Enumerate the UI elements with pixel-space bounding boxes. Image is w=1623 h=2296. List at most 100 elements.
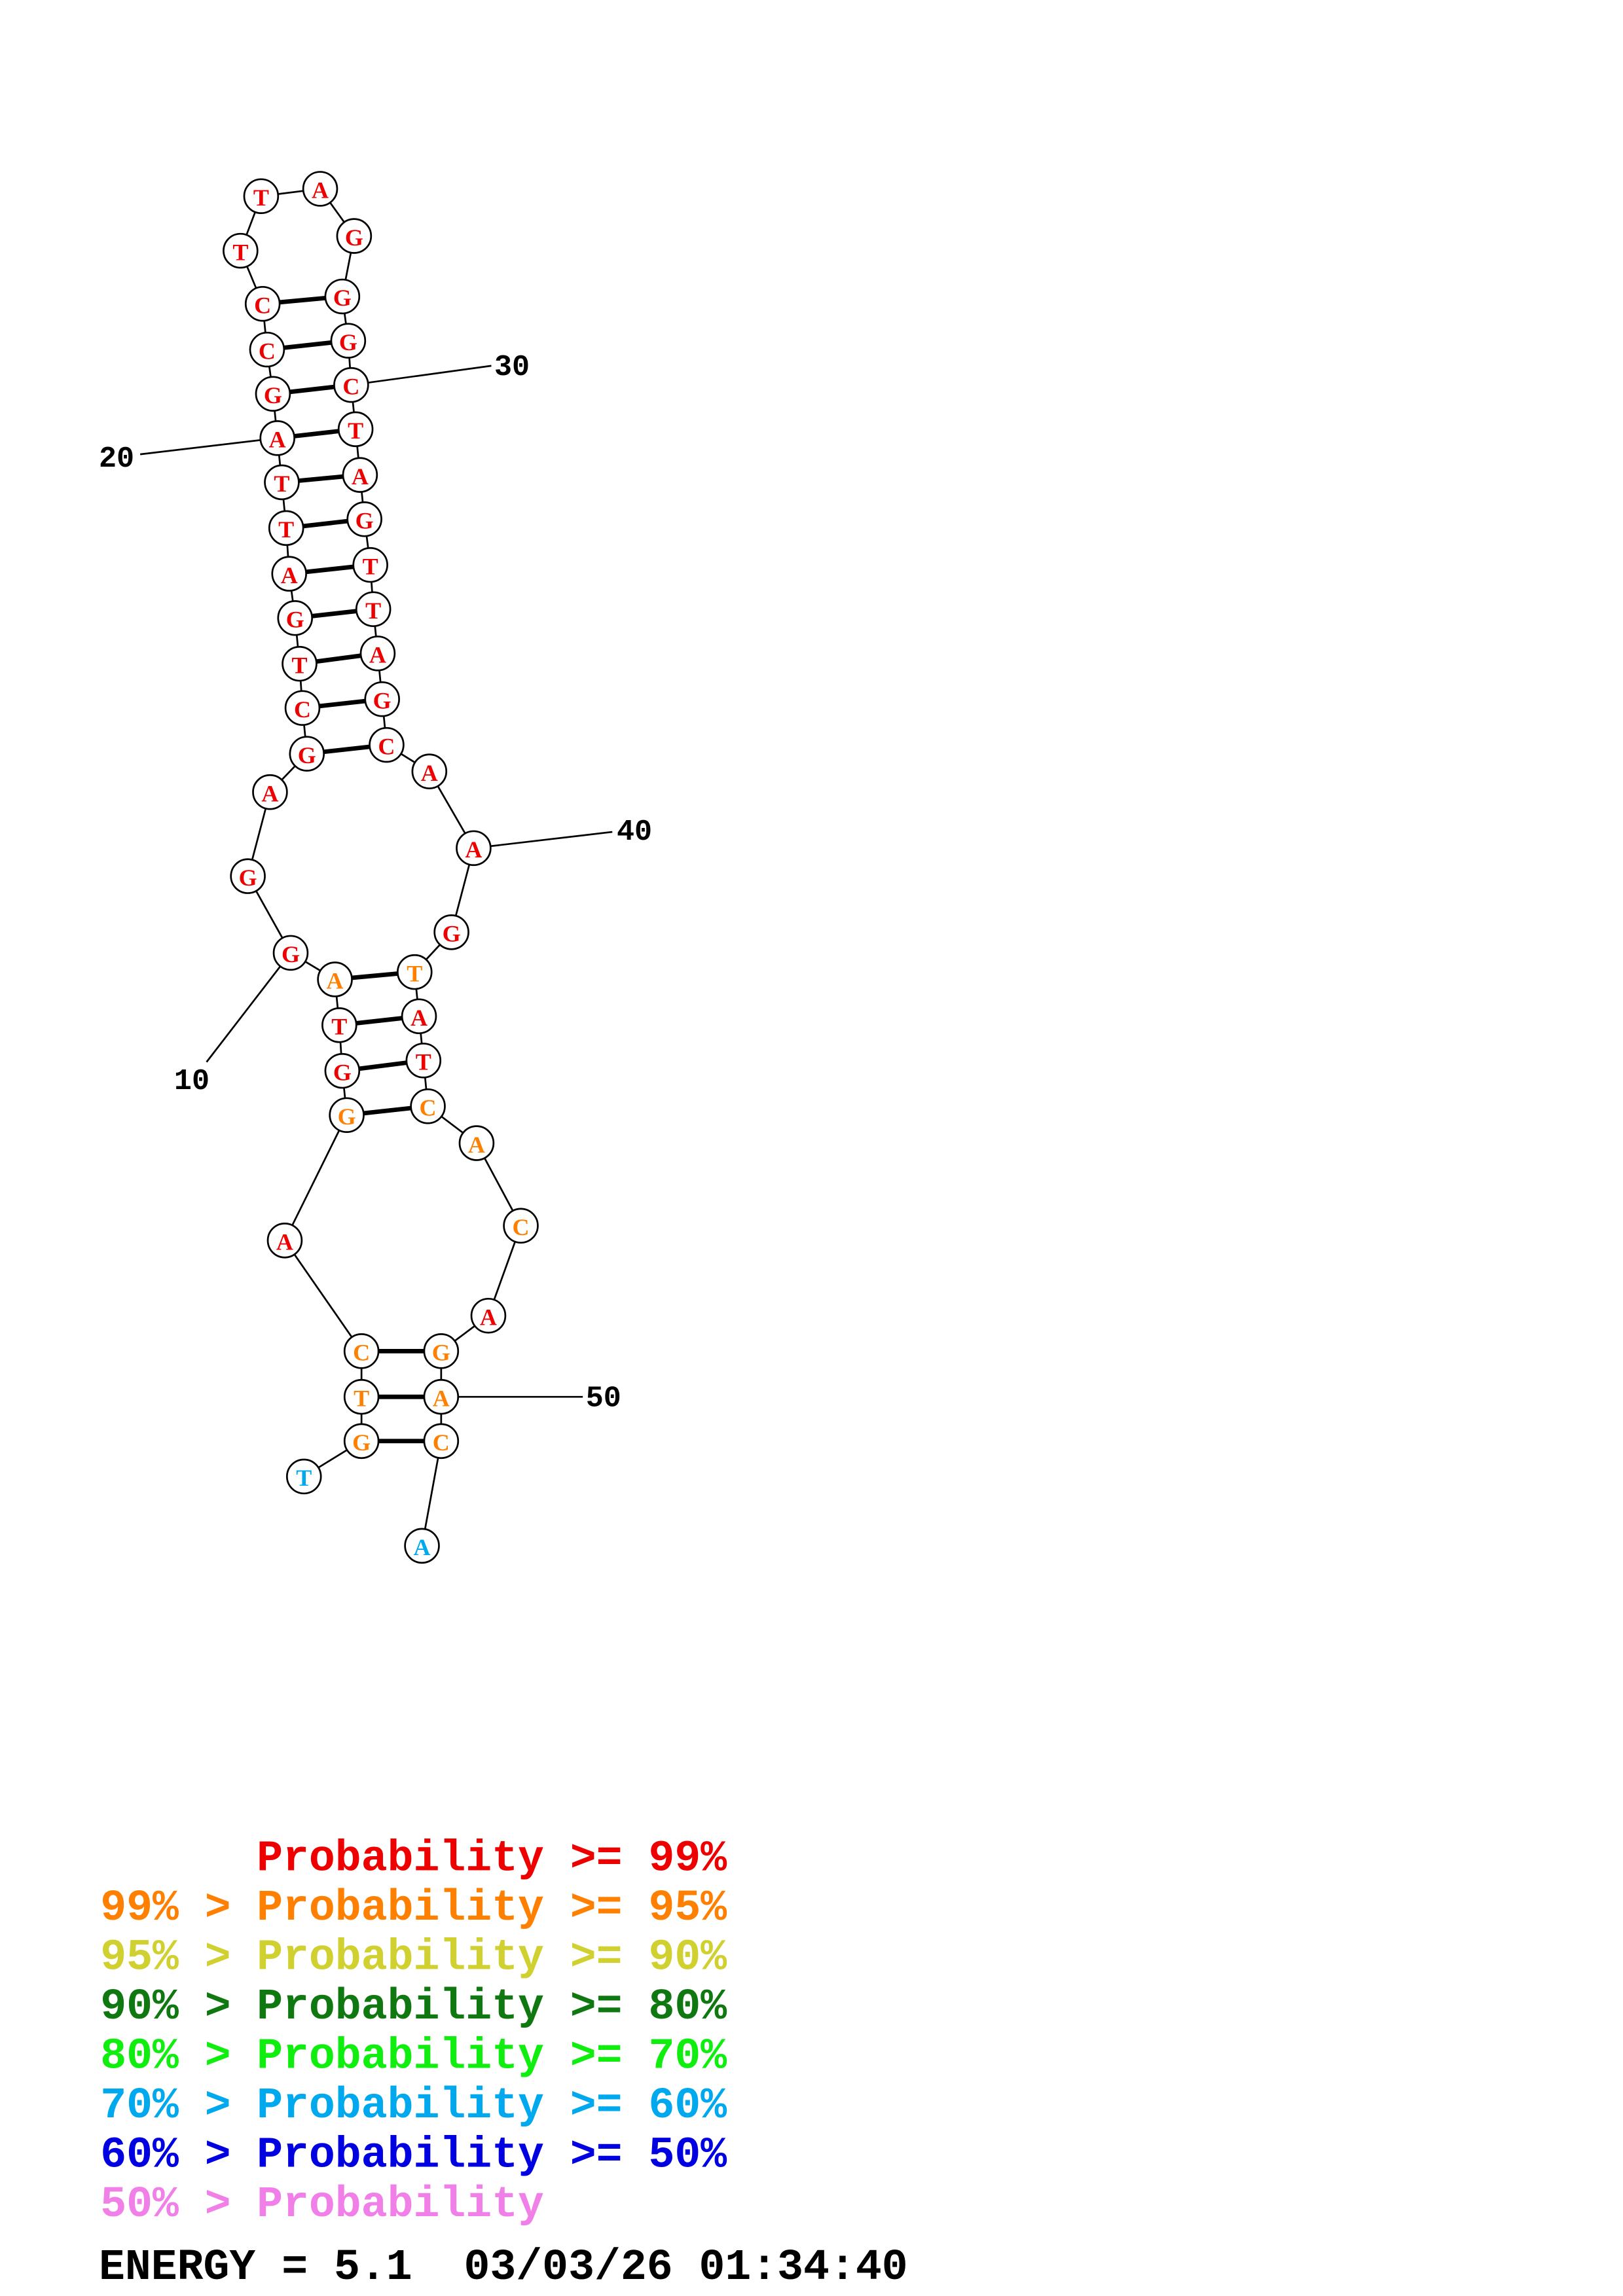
nucleotide-circle <box>342 457 378 493</box>
legend-text: Probability >= 99% <box>257 1835 727 1884</box>
nucleotide: C <box>423 1423 460 1460</box>
nucleotide-base: A <box>465 836 482 863</box>
nucleotide: C <box>369 726 405 763</box>
nucleotide: T <box>337 411 374 448</box>
nucleotide-circle <box>458 1125 495 1161</box>
nucleotide-base: A <box>312 177 329 204</box>
nucleotide-circle <box>336 218 373 254</box>
nucleotide-base: T <box>348 418 363 444</box>
nucleotide-circle <box>317 961 353 997</box>
nucleotide: C <box>284 690 321 726</box>
nucleotide-circle <box>271 556 307 592</box>
nucleotide: T <box>268 510 304 547</box>
nucleotide-circle <box>364 681 400 717</box>
position-label: 50 <box>586 1381 621 1415</box>
legend-text: Probability >= 70% <box>257 2032 727 2081</box>
nucleotide: T <box>285 1458 322 1495</box>
nucleotide: A <box>470 1297 507 1334</box>
backbone-line <box>283 1240 363 1352</box>
nucleotide-base: A <box>276 1229 293 1255</box>
legend-text: Probability >= 60% <box>257 2081 727 2130</box>
energy-value: ENERGY = 5.1 <box>99 2243 412 2292</box>
nucleotide: G <box>324 278 361 315</box>
nucleotide-base: A <box>327 968 344 994</box>
nucleotide-circle <box>272 935 309 971</box>
nucleotide: C <box>244 285 281 322</box>
nucleotide: A <box>359 636 396 672</box>
probability-legend: Probability >= 99%99% > Probability >= 9… <box>100 1835 727 2229</box>
nucleotide: G <box>230 858 266 894</box>
nucleotide-circle <box>401 998 437 1035</box>
nucleotide-base: A <box>480 1304 497 1330</box>
nucleotide: G <box>364 681 400 717</box>
nucleotide-circle <box>405 1043 442 1079</box>
nucleotide: A <box>271 556 307 592</box>
nucleotide: T <box>352 547 388 583</box>
nucleotide-base: G <box>373 687 392 713</box>
nucleotide-base: G <box>333 285 352 311</box>
nucleotide: G <box>289 736 325 772</box>
nucleotide-base: G <box>239 865 257 891</box>
legend-entry: 80% > Probability >= 70% <box>100 2032 727 2081</box>
nucleotide-base: G <box>339 329 357 355</box>
nucleotide: T <box>243 178 280 215</box>
nucleotide-circle <box>337 411 374 448</box>
nucleotide-base: C <box>513 1214 530 1240</box>
nucleotide: A <box>423 1378 460 1415</box>
nucleotide-base: C <box>433 1429 450 1456</box>
nucleotide-base: G <box>338 1103 356 1130</box>
nucleotide-circle <box>503 1208 539 1244</box>
nucleotide-circle <box>230 858 266 894</box>
nucleotide-circle <box>249 331 285 368</box>
nucleotide-base: T <box>407 960 422 986</box>
nucleotide: T <box>355 591 392 628</box>
nucleotide: G <box>277 600 313 636</box>
nucleotide-circle <box>343 1333 380 1369</box>
legend-entry: 70% > Probability >= 60% <box>100 2081 727 2130</box>
nucleotide-base: C <box>294 696 311 723</box>
nucleotide: A <box>342 457 378 493</box>
nucleotide: G <box>330 323 367 359</box>
legend-text: Probability >= 80% <box>257 1982 727 2032</box>
nucleotide-base: C <box>420 1094 437 1121</box>
nucleotide: G <box>272 935 309 971</box>
nucleotide: A <box>317 961 353 997</box>
nucleotide: G <box>423 1333 460 1369</box>
legend-prefix: 50% > <box>100 2180 257 2229</box>
nucleotide-base: T <box>278 516 294 543</box>
nucleotide-base: G <box>345 224 363 251</box>
nucleotide-circle <box>285 1458 322 1495</box>
energy-footer: ENERGY = 5.1 03/03/26 01:34:40 <box>99 2243 908 2292</box>
nucleotide-circle <box>282 645 318 682</box>
position-label: 20 <box>99 442 134 476</box>
nucleotide-circle <box>404 1528 440 1564</box>
nucleotide: C <box>249 331 285 368</box>
nucleotide-circle <box>268 510 304 547</box>
nucleotide: T <box>321 1007 357 1043</box>
nucleotide: G <box>329 1097 365 1134</box>
nucleotide-base: T <box>296 1465 312 1491</box>
nucleotide-base: G <box>286 607 304 633</box>
legend-prefix: 70% > <box>100 2081 257 2130</box>
nucleotide: C <box>333 367 369 403</box>
nucleotide-circle <box>289 736 325 772</box>
nucleotide-base: G <box>352 1429 371 1456</box>
nucleotide-circle <box>359 636 396 672</box>
nucleotide: G <box>336 218 373 254</box>
nucleotide-base: T <box>232 239 248 265</box>
nucleotide-base: T <box>354 1385 369 1411</box>
nucleotide-base: A <box>410 1005 428 1031</box>
nucleotide-base: C <box>254 293 271 319</box>
nucleotide-base: T <box>331 1014 347 1040</box>
nucleotide-base: A <box>369 642 386 668</box>
nucleotide-circle <box>243 178 280 215</box>
nucleotide: T <box>343 1378 380 1415</box>
nucleotide: T <box>264 464 300 501</box>
nucleotide-circle <box>324 278 361 315</box>
nucleotide-base: C <box>353 1340 370 1366</box>
nucleotide-circle <box>330 323 367 359</box>
position-label-line <box>351 365 492 386</box>
nucleotide-circle <box>423 1333 460 1369</box>
nucleotide-circle <box>324 1052 361 1089</box>
